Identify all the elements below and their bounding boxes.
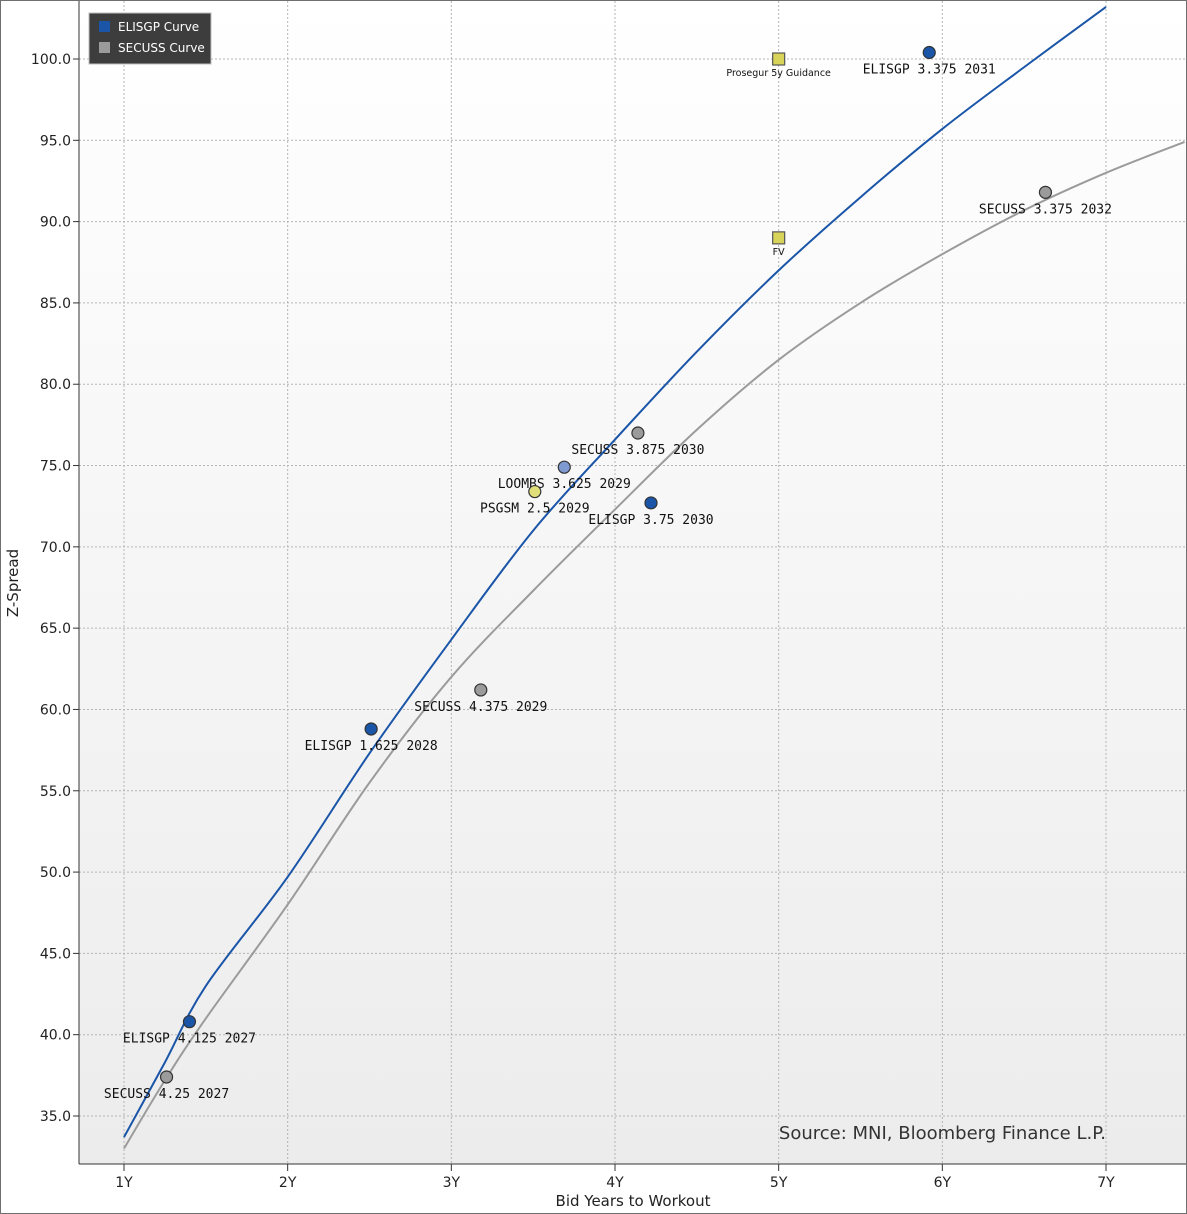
y-tick-label: 35.0 [40,1109,71,1125]
legend-swatch-secuss [99,42,110,53]
curves [123,6,1185,1150]
x-tick-label: 5Y [770,1175,788,1191]
y-tick-label: 95.0 [40,133,71,149]
y-tick-label: 45.0 [40,946,71,962]
data-point [557,460,571,474]
data-point-label: Prosegur 5y Guidance [726,68,831,79]
data-points: ELISGP 3.375 2031 SECUSS 3.375 2032 Proseg… [104,45,1112,1102]
data-point [772,52,786,66]
x-tick-label: 1Y [115,1175,133,1191]
y-tick-label: 65.0 [40,621,71,637]
data-point [159,1070,174,1084]
data-point-label: ELISGP 3.75 2030 [588,513,713,528]
y-tick-label: 85.0 [40,296,71,312]
data-point [474,683,488,697]
data-point [182,1015,197,1029]
axes [78,1,1186,1165]
data-point-label: SECUSS 4.375 2029 [414,700,547,715]
x-tick-label: 2Y [279,1175,297,1191]
source-annotation: Source: MNI, Bloomberg Finance L.P. [779,1123,1106,1144]
data-point-label: ELISGP 1.625 2028 [305,739,438,754]
y-tick-label: 90.0 [40,215,71,231]
legend-swatch-elisgp [99,21,110,32]
x-tick-label: 7Y [1097,1175,1115,1191]
x-axis-title: Bid Years to Workout [556,1192,711,1210]
grid-lines [79,1,1186,1164]
data-point [528,484,542,499]
data-point-label: SECUSS 3.375 2032 [979,202,1112,217]
data-point-label: FV [773,247,785,258]
x-tick-label: 3Y [443,1175,461,1191]
x-axis-ticks: 1Y 2Y 3Y 4Y 5Y 6Y 7Y [115,1164,1115,1191]
legend-label-secuss: SECUSS Curve [118,41,205,55]
y-tick-label: 80.0 [40,377,71,393]
data-point [922,45,936,60]
legend: ELISGP Curve SECUSS Curve [88,12,212,65]
y-tick-label: 55.0 [40,784,71,800]
data-point-label: ELISGP 3.375 2031 [863,62,996,77]
data-point-label: SECUSS 4.25 2027 [104,1087,229,1102]
data-point [1038,185,1053,199]
data-point [772,231,786,245]
y-axis-ticks: 35.0 40.0 45.0 50.0 55.0 60.0 65.0 70.0 75.0 80.0… [31,52,79,1125]
y-axis-title: Z-Spread [4,549,22,617]
y-tick-label: 75.0 [40,459,71,475]
data-point-label: LOOMBS 3.625 2029 [498,477,631,492]
x-tick-label: 6Y [934,1175,952,1191]
data-point [364,722,378,736]
data-point-label: ELISGP 4.125 2027 [123,1032,256,1047]
plot-area [79,1,1186,1164]
curve-secuss-curve [123,141,1185,1150]
legend-label-elisgp: ELISGP Curve [118,20,199,34]
x-tick-label: 4Y [606,1175,624,1191]
data-point [631,426,645,440]
data-point [644,496,658,510]
y-tick-label: 50.0 [40,865,71,881]
y-tick-label: 70.0 [40,540,71,556]
data-point-label: PSGSM 2.5 2029 [480,502,590,517]
data-point-label: SECUSS 3.875 2030 [571,443,704,458]
curve-elisgp-curve [123,6,1107,1138]
y-tick-label: 60.0 [40,702,71,718]
y-tick-label: 100.0 [31,52,71,68]
y-tick-label: 40.0 [40,1028,71,1044]
